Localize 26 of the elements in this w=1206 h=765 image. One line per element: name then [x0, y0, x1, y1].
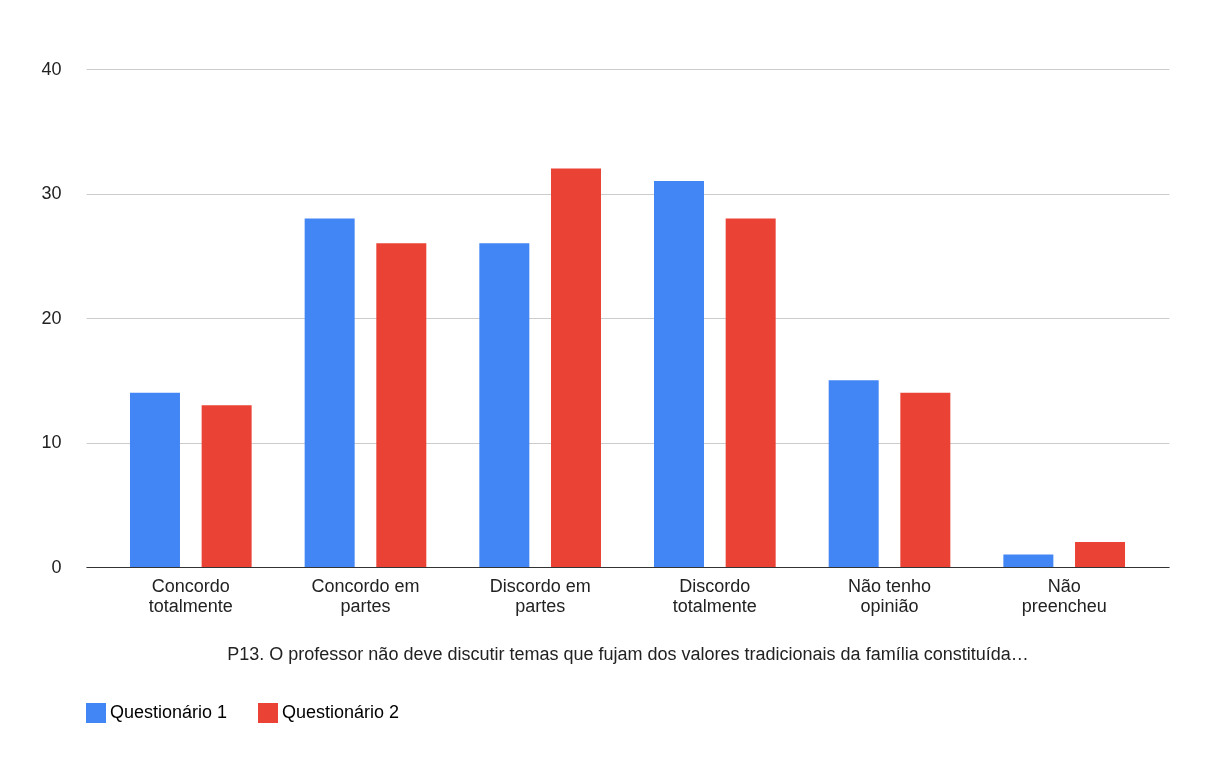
bar — [654, 181, 705, 567]
bar — [376, 243, 427, 567]
bar — [201, 405, 252, 567]
bar — [550, 168, 601, 567]
bar — [129, 392, 180, 567]
x-tick-label: Concordo totalmente — [148, 575, 233, 616]
y-tick-label: 20 — [41, 307, 62, 328]
x-tick-label: Discordo em partes — [489, 575, 591, 616]
bar — [1075, 542, 1126, 567]
x-tick-label: Concordo em partes — [311, 575, 420, 616]
bar — [900, 392, 951, 567]
y-tick-label: 30 — [41, 183, 62, 203]
x-tick-label: Não tenho opinião — [847, 575, 932, 616]
x-axis-title: P13. O professor não deve discutir temas que fujam dos valores tradicionais da família constituída… — [227, 643, 1029, 664]
bar — [725, 218, 776, 567]
y-tick-label: 10 — [41, 432, 62, 452]
legend-label: Questionário 2 — [282, 702, 400, 722]
bar — [304, 218, 355, 567]
legend-label: Questionário 1 — [110, 702, 228, 722]
x-tick-label: Discordo totalmente — [672, 575, 757, 616]
y-tick-label: 40 — [41, 58, 62, 79]
bar — [828, 380, 879, 567]
y-tick-label: 0 — [51, 556, 62, 577]
bar — [1003, 554, 1054, 567]
x-tick-label: Não preencheu — [1021, 575, 1107, 616]
bar — [479, 243, 530, 567]
